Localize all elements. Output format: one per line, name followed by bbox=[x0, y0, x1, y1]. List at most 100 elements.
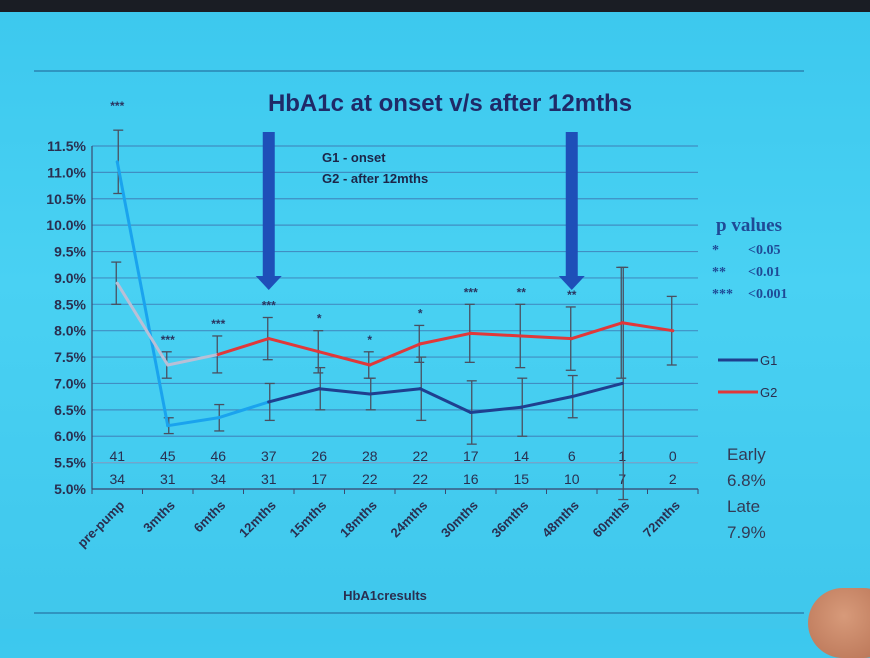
series-line-g2 bbox=[368, 342, 422, 367]
p-symbol-3: *** bbox=[712, 287, 733, 302]
count-g1: 22 bbox=[412, 448, 428, 464]
count-g2: 7 bbox=[618, 471, 626, 487]
series-line-g2 bbox=[570, 321, 624, 341]
count-g1: 45 bbox=[160, 448, 176, 464]
data-point-g2 bbox=[469, 331, 473, 335]
data-point-g1 bbox=[216, 416, 220, 420]
series-line-g2 bbox=[166, 352, 220, 367]
series-line-g1 bbox=[519, 395, 574, 409]
y-tick-label: 9.5% bbox=[54, 244, 86, 260]
data-point-g2 bbox=[570, 337, 574, 341]
y-tick-label: 5.5% bbox=[54, 455, 86, 471]
bottom-rule bbox=[34, 612, 804, 614]
series-line-g2 bbox=[317, 350, 372, 367]
legend-label-g2: G2 bbox=[760, 385, 777, 400]
legend-box-text: G1 - onset bbox=[322, 150, 386, 165]
y-tick-label: 10.0% bbox=[46, 217, 86, 233]
data-point-g2 bbox=[166, 363, 170, 367]
data-point-g1 bbox=[418, 387, 422, 391]
count-g1: 28 bbox=[362, 448, 378, 464]
p-values-heading: p values bbox=[716, 215, 782, 236]
count-g1: 26 bbox=[311, 448, 327, 464]
series-line-g1 bbox=[267, 387, 321, 404]
data-point-g1 bbox=[519, 405, 523, 409]
significance-marker: *** bbox=[262, 299, 276, 313]
arrow-shaft bbox=[565, 132, 578, 276]
chart-svg: 11.5% 11.0% 10.5% 10.0% 9.5% 9.0% 8.5% 8.0% 7.5%… bbox=[46, 99, 777, 603]
series-line-g1 bbox=[115, 160, 170, 428]
data-point-g1 bbox=[166, 424, 170, 428]
count-g2: 31 bbox=[261, 471, 277, 487]
count-g2: 22 bbox=[362, 471, 378, 487]
series-line-g1 bbox=[368, 387, 422, 396]
count-g1: 14 bbox=[513, 448, 529, 464]
top-rule bbox=[34, 70, 804, 72]
x-tick-label: 48mths bbox=[539, 498, 582, 541]
p-value-3: <0.001 bbox=[748, 287, 788, 302]
p-symbol-2: ** bbox=[712, 265, 726, 280]
x-tick-label: 30mths bbox=[438, 498, 481, 541]
data-point-g2 bbox=[671, 329, 675, 333]
series-line-g1 bbox=[418, 387, 473, 414]
series-line-g1 bbox=[166, 416, 220, 428]
x-tick-label: 60mths bbox=[590, 498, 633, 541]
series-line-g2 bbox=[469, 331, 523, 338]
early-value: 6.8% bbox=[727, 471, 766, 490]
significance-marker: *** bbox=[211, 317, 225, 331]
y-tick-label: 8.5% bbox=[54, 296, 86, 312]
count-g1: 6 bbox=[568, 448, 576, 464]
p-value-row-3: *** <0.001 bbox=[712, 287, 787, 303]
y-tick-label: 8.0% bbox=[54, 323, 86, 339]
y-tick-label: 11.0% bbox=[47, 164, 86, 180]
count-g1: 1 bbox=[618, 448, 626, 464]
legend-box-text: G2 - after 12mths bbox=[322, 171, 428, 186]
p-values-box: p values * <0.05 ** <0.01 *** <0.001 bbox=[712, 215, 787, 303]
chart-title: HbA1c at onset v/s after 12mths bbox=[267, 90, 633, 117]
legend-label-g1: G1 bbox=[760, 353, 777, 368]
significance-marker: ** bbox=[517, 285, 527, 299]
series-line-g1 bbox=[570, 381, 624, 399]
x-tick-label: 3mths bbox=[140, 498, 178, 536]
data-point-g1 bbox=[620, 381, 624, 385]
data-point-g2 bbox=[317, 350, 321, 354]
y-tick-label: 6.5% bbox=[54, 402, 86, 418]
series-line-g2 bbox=[620, 321, 675, 333]
p-value-1: <0.05 bbox=[748, 243, 781, 258]
late-value: 7.9% bbox=[727, 523, 766, 542]
series-line-g2 bbox=[418, 331, 473, 346]
presenter-hand bbox=[808, 588, 870, 658]
y-tick-label: 11.5% bbox=[47, 138, 86, 154]
x-tick-label: 24mths bbox=[388, 498, 431, 541]
significance-marker: * bbox=[367, 333, 372, 347]
count-g2: 2 bbox=[669, 471, 677, 487]
p-value-2: <0.01 bbox=[748, 265, 781, 280]
x-axis-label: HbA1cresults bbox=[343, 588, 427, 603]
y-tick-label: 7.5% bbox=[54, 349, 86, 365]
significance-marker: *** bbox=[110, 99, 124, 113]
y-tick-label: 5.0% bbox=[54, 481, 86, 497]
count-g1: 37 bbox=[261, 448, 277, 464]
early-label: Early bbox=[727, 445, 766, 464]
x-tick-label: pre-pump bbox=[74, 497, 127, 550]
data-point-g1 bbox=[469, 410, 473, 414]
significance-marker: *** bbox=[161, 333, 175, 347]
count-g1: 41 bbox=[109, 448, 125, 464]
count-g2: 10 bbox=[564, 471, 580, 487]
count-g1: 17 bbox=[463, 448, 479, 464]
data-point-g1 bbox=[570, 395, 574, 399]
y-tick-label: 9.0% bbox=[54, 270, 86, 286]
x-tick-label: 15mths bbox=[287, 498, 330, 541]
series-line-g2 bbox=[115, 281, 170, 367]
count-g1: 0 bbox=[669, 448, 677, 464]
count-g2: 17 bbox=[311, 471, 327, 487]
count-g2: 22 bbox=[412, 471, 428, 487]
x-tick-label: 18mths bbox=[337, 498, 380, 541]
data-point-g2 bbox=[620, 321, 624, 325]
count-g2: 31 bbox=[160, 471, 176, 487]
p-value-row-2: ** <0.01 bbox=[712, 265, 787, 281]
series-line-g1 bbox=[469, 405, 523, 414]
count-g2: 34 bbox=[210, 471, 226, 487]
series-line-g2 bbox=[519, 334, 574, 341]
p-symbol-1: * bbox=[712, 243, 719, 258]
data-point-g1 bbox=[317, 387, 321, 391]
